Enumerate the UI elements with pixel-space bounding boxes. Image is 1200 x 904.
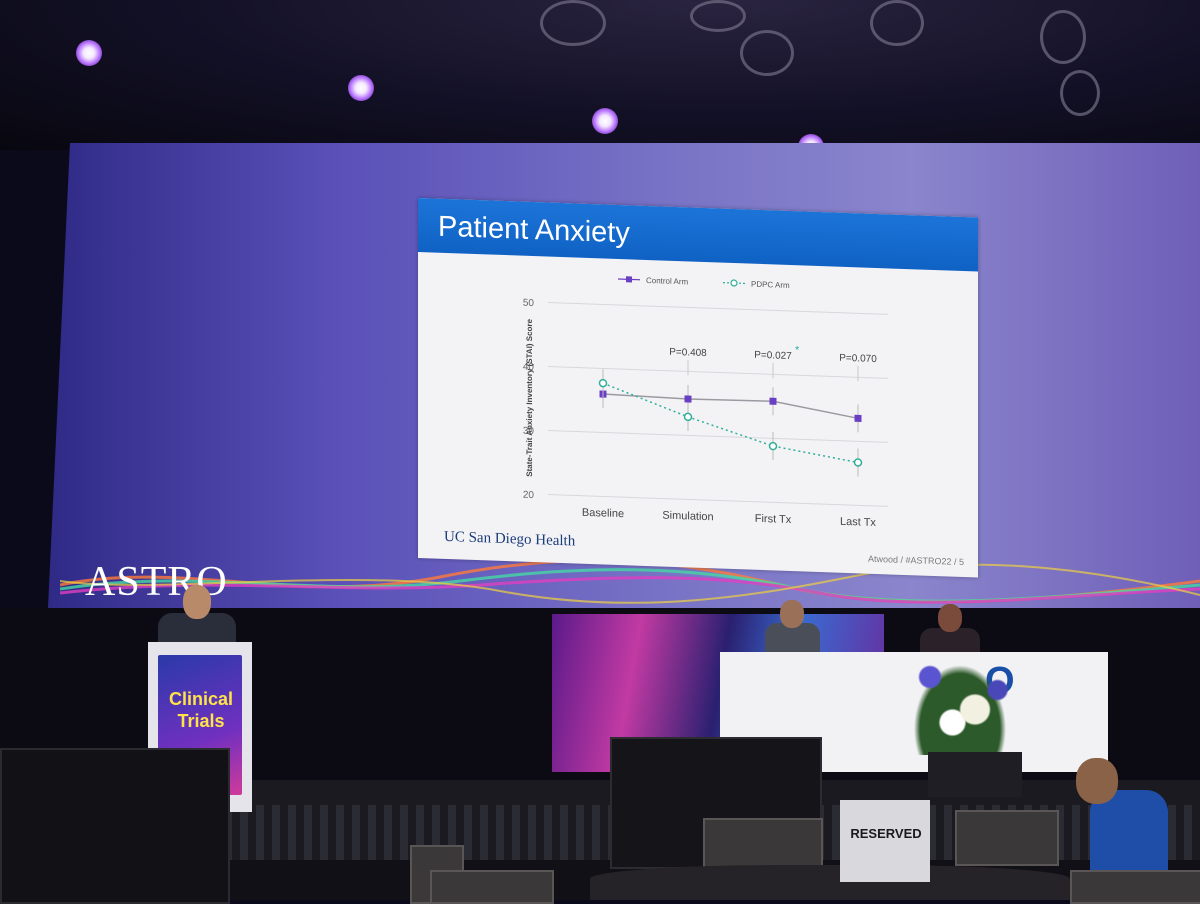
chart-gridline: [548, 366, 888, 379]
chair: [1070, 870, 1200, 904]
reserved-sign-text: RESERVED: [850, 826, 922, 841]
data-point: [769, 397, 777, 405]
legend-label: Control Arm: [646, 276, 689, 286]
slide-footer-credit: Atwood / #ASTRO22 / 5: [868, 553, 965, 568]
ceiling-ring-decoration: [1060, 70, 1100, 116]
ceiling-ring-decoration: [870, 0, 924, 46]
y-tick-label: 40: [523, 362, 535, 373]
y-tick-label: 30: [523, 426, 535, 437]
reserved-sign: [840, 800, 930, 882]
y-axis-label: State-Trait Anxiety Inventory (STAI) Sco…: [525, 318, 534, 477]
uc-san-diego-health-logo: UC San Diego Health: [444, 528, 576, 550]
panelist: [765, 623, 820, 655]
significance-star: *: [795, 344, 800, 356]
chart-gridline: [548, 302, 888, 315]
data-point: [854, 414, 862, 422]
podium-label: Clinical Trials: [168, 689, 234, 731]
data-point: [684, 395, 692, 403]
audience-table: [590, 865, 1070, 900]
legend-label: PDPC Arm: [751, 280, 790, 290]
series-line: [602, 382, 859, 464]
chair: [955, 810, 1059, 866]
stage-light: [76, 40, 102, 66]
floor-speaker: [928, 752, 1022, 797]
panelist-head: [780, 600, 804, 628]
data-point: [768, 441, 778, 451]
data-point: [598, 378, 608, 388]
speaker-head: [183, 585, 211, 619]
series-line: [602, 393, 859, 420]
p-value-label: P=0.027: [754, 350, 792, 362]
x-tick-label: Simulation: [662, 510, 713, 524]
stage-light: [348, 75, 374, 101]
chart-gridline: [548, 430, 888, 443]
data-point: [683, 412, 693, 422]
p-value-label: P=0.408: [669, 347, 707, 359]
ceiling-ring-decoration: [540, 0, 606, 46]
technician-head: [1076, 758, 1118, 804]
p-value-label: P=0.070: [839, 353, 877, 365]
chart-gridline: [548, 494, 888, 507]
slide-title: Patient Anxiety: [438, 210, 630, 250]
y-tick-label: 20: [523, 490, 535, 501]
ceiling-ring-decoration: [690, 0, 746, 32]
legend-marker: [730, 279, 738, 287]
ceiling-ring-decoration: [740, 30, 794, 76]
ceiling-ring-decoration: [1040, 10, 1086, 64]
confidence-monitor: [0, 748, 230, 904]
x-tick-label: Last Tx: [840, 516, 876, 529]
x-tick-label: First Tx: [755, 513, 792, 526]
chair: [430, 870, 554, 904]
data-point: [853, 458, 863, 467]
y-tick-label: 50: [523, 298, 535, 309]
legend-marker: [626, 276, 632, 283]
flower-arrangement: [885, 625, 1035, 755]
x-tick-label: Baseline: [582, 507, 624, 520]
chair: [703, 818, 823, 872]
stage-light: [592, 108, 618, 134]
presentation-slide: Patient Anxiety 20 30 40 50 State-Trait Anxi…: [418, 198, 978, 578]
line-chart: 20 30 40 50 State-Trait Anxiety Inventory (S…: [523, 276, 888, 529]
